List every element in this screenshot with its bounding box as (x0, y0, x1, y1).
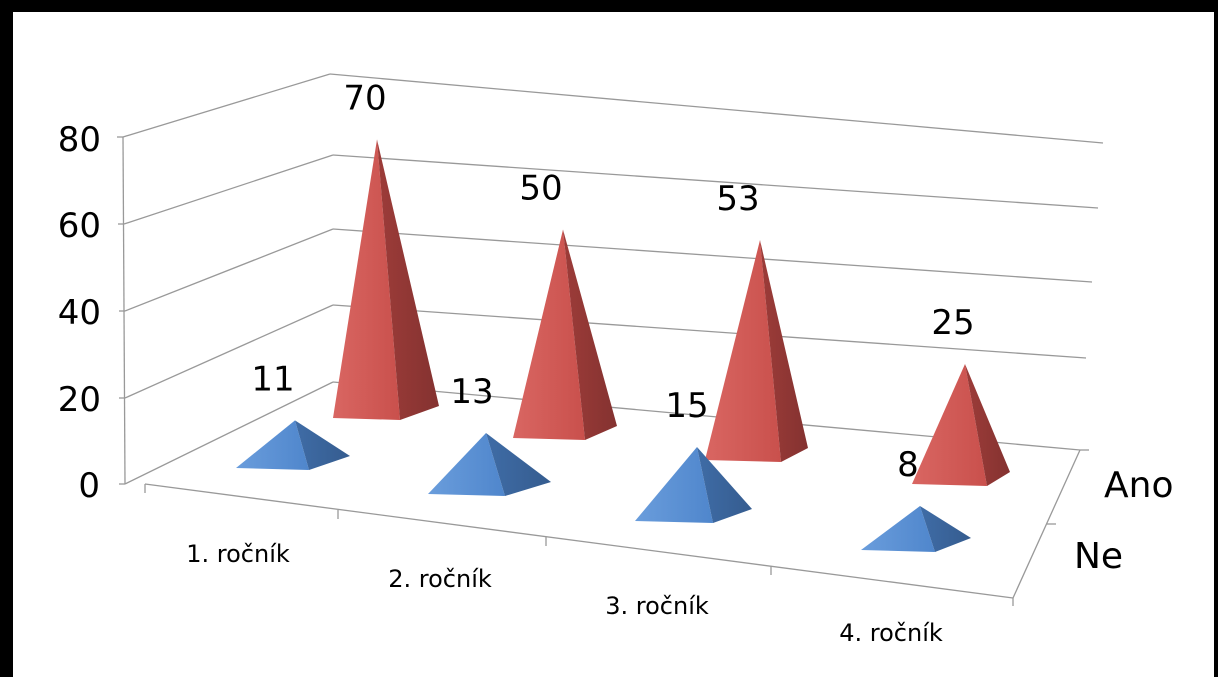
y-tick-label: 0 (78, 466, 100, 506)
pyramid-ano-4: 25 (912, 303, 1010, 486)
category-label: 4. ročník (839, 619, 943, 647)
pyramid-face-left (513, 229, 585, 440)
pyramid-ano-2: 50 (513, 169, 617, 440)
pyramid-face-left (635, 447, 713, 523)
category-labels: 1. ročník 2. ročník 3. ročník 4. ročník (186, 540, 943, 647)
pyramid-marks: 70 50 53 25 11 13 15 8 (236, 78, 1010, 552)
data-label: 15 (665, 386, 708, 426)
x-axis-line (144, 483, 1014, 599)
y-tick-labels: 0 20 40 60 80 (58, 120, 101, 506)
data-label: 25 (931, 303, 974, 343)
gridline-20-back (332, 304, 1087, 359)
gridline-60-back (332, 154, 1099, 209)
series-depth-labels: Ne Ano (1074, 465, 1173, 577)
pyramid-face-right (486, 433, 551, 496)
pyramid-face-right (697, 447, 752, 523)
gridline-40 (124, 228, 334, 312)
pyramid-ne-2: 13 (428, 372, 551, 496)
floor-left-edge (124, 381, 334, 485)
pyramid-face-left (236, 420, 309, 470)
pyramid-face-right (563, 229, 617, 440)
y-tick-label: 20 (58, 380, 101, 420)
pyramid-face-left (705, 240, 781, 462)
data-label: 11 (251, 359, 294, 399)
pyramid-face-left (333, 139, 400, 420)
y-tick-label: 60 (58, 206, 101, 246)
gridline-80 (122, 73, 331, 138)
category-label: 1. ročník (186, 540, 290, 568)
y-tick-label: 40 (58, 293, 101, 333)
pyramid-ne-1: 11 (236, 359, 350, 470)
pyramid-face-right (965, 364, 1010, 486)
pyramid-ano-1: 70 (333, 78, 439, 420)
gridline-80-back (329, 73, 1104, 144)
gridline-20 (124, 304, 334, 399)
data-label: 8 (897, 445, 919, 485)
pyramid-face-left (912, 364, 987, 486)
pyramid-ne-4: 8 (861, 445, 971, 552)
y-tick-label: 80 (58, 120, 101, 160)
category-label: 2. ročník (388, 565, 492, 593)
pyramid-face-right (377, 139, 439, 420)
gridline-40-back (332, 228, 1093, 283)
pyramid-face-left (861, 506, 935, 552)
depth-axis-line (1012, 449, 1081, 599)
pyramid-face-left (428, 433, 505, 496)
pyramid-face-right (920, 506, 971, 552)
data-label: 50 (519, 169, 562, 209)
category-label: 3. ročník (605, 592, 709, 620)
gridline-60 (123, 154, 334, 225)
data-label: 13 (450, 372, 493, 412)
pyramid-ano-3: 53 (705, 179, 808, 462)
pyramid-face-right (760, 240, 808, 462)
pyramid-ne-3: 15 (635, 386, 752, 523)
series-label: Ne (1074, 536, 1123, 577)
data-label: 70 (343, 78, 386, 118)
data-label: 53 (716, 179, 759, 219)
pyramid-face-right (295, 420, 350, 470)
axes (117, 73, 1104, 606)
series-label: Ano (1104, 465, 1173, 506)
